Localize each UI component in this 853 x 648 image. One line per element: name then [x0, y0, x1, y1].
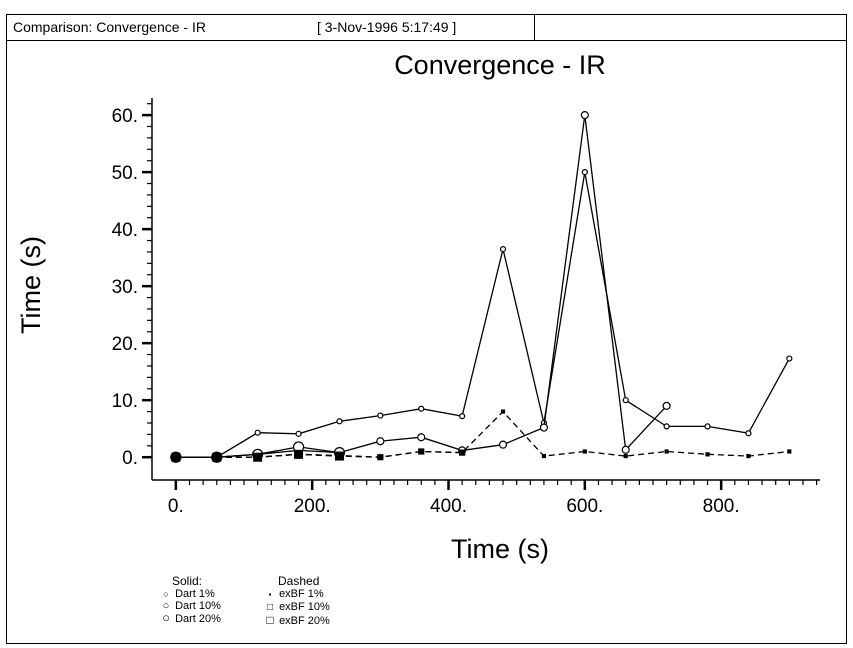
y-tick-label: 60. [112, 106, 138, 127]
data-point [622, 397, 629, 404]
legend-item-exbf-20: □ exBF 20% [264, 614, 364, 627]
series-exbf-1 [173, 409, 792, 460]
legend-label: exBF 1% [279, 588, 324, 600]
circle-small-icon: ○ [163, 589, 169, 599]
legend-item-dart-1: ○ Dart 1% [160, 588, 260, 600]
data-point [334, 451, 344, 461]
series-line [175, 410, 790, 458]
legend-dashed-header: Dashed [278, 574, 320, 588]
series-line [175, 171, 790, 458]
legend-item-dart-20: ○ Dart 20% [160, 610, 260, 625]
x-axis-label: Time (s) [451, 534, 549, 564]
data-point [582, 449, 587, 454]
data-point [295, 430, 302, 437]
legend-solid-header: Solid: [172, 574, 203, 588]
data-point [580, 111, 589, 120]
legend-label: exBF 10% [279, 601, 330, 613]
data-point [211, 451, 223, 463]
legend-dashed-column: Dashed ▪ exBF 1% □ exBF 10% □ exBF 20% [264, 574, 364, 627]
data-point [539, 423, 549, 432]
window-titlebar: Comparison: Convergence - IR [ 3-Nov-199… [7, 15, 846, 41]
window-title: Comparison: Convergence - IR [13, 19, 206, 35]
legend-label: Dart 10% [175, 600, 221, 612]
chart-title: Convergence - IR [394, 50, 606, 80]
data-point [787, 449, 792, 454]
data-point [746, 453, 751, 459]
data-point [786, 355, 793, 362]
series-group [170, 111, 793, 463]
square-small-icon: ▪ [268, 590, 272, 599]
legend-solid-column: Solid: ○ Dart 1% ○ Dart 10% ○ Dart 20% [160, 574, 260, 625]
legend-label: exBF 20% [279, 615, 330, 627]
chart-window: Comparison: Convergence - IR [ 3-Nov-199… [6, 14, 847, 644]
data-point [663, 423, 670, 430]
data-point [541, 453, 547, 459]
x-tick-label: 200. [294, 496, 331, 517]
data-point [170, 451, 182, 463]
data-point [705, 452, 710, 457]
legend-item-dart-10: ○ Dart 10% [160, 600, 260, 612]
data-point [498, 440, 508, 449]
data-point [294, 449, 304, 459]
data-point [377, 454, 384, 461]
data-point [376, 437, 385, 446]
data-point [459, 413, 466, 420]
circle-large-icon: ○ [162, 610, 170, 625]
x-tick-label: 0. [168, 496, 184, 517]
y-tick-label: 20. [112, 334, 138, 355]
data-point [417, 433, 426, 442]
data-point [662, 401, 671, 410]
y-tick-label: 50. [112, 163, 138, 184]
data-point [500, 409, 506, 414]
y-tick-label: 30. [112, 277, 138, 298]
data-point [253, 452, 263, 462]
data-point [704, 423, 711, 430]
legend-item-exbf-1: ▪ exBF 1% [264, 588, 364, 601]
data-point [336, 418, 343, 425]
square-medium-icon: □ [266, 602, 274, 613]
data-point [418, 448, 425, 455]
x-tick-label: 600. [566, 496, 603, 517]
legend-label: Dart 1% [175, 588, 215, 600]
x-tick-label: 800. [703, 496, 740, 517]
data-point [581, 169, 588, 176]
data-point [377, 412, 384, 419]
y-tick-label: 0. [122, 448, 138, 469]
titlebar-divider [534, 15, 535, 40]
data-point [459, 449, 466, 456]
data-point [254, 429, 261, 436]
legend-label: Dart 20% [175, 613, 221, 625]
data-point [418, 405, 425, 412]
data-point [621, 445, 630, 454]
axes-group: 0. 10. 20. 30. 40. 50. 60. 0. 200. 400. 600. 800. [112, 98, 820, 517]
data-point [745, 430, 752, 437]
circle-medium-icon: ○ [162, 600, 170, 612]
data-point [499, 245, 507, 253]
data-point [623, 453, 628, 459]
y-tick-label: 10. [112, 391, 138, 412]
x-tick-label: 400. [430, 496, 467, 517]
data-point [664, 449, 669, 454]
square-large-icon: □ [266, 613, 274, 627]
window-timestamp: [ 3-Nov-1996 5:17:49 ] [317, 19, 457, 35]
series-dart-1 [172, 169, 793, 461]
legend-item-exbf-10: □ exBF 10% [264, 601, 364, 614]
y-tick-label: 40. [112, 220, 138, 241]
y-axis-label: Time (s) [16, 236, 46, 334]
